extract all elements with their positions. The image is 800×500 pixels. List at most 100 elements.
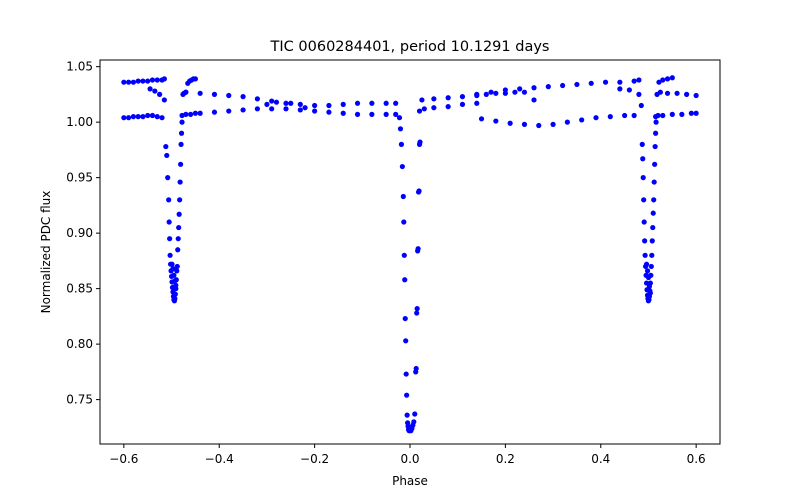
data-point (653, 119, 659, 125)
data-point (369, 111, 375, 117)
y-tick-label: 0.80 (66, 337, 93, 351)
data-point (176, 224, 182, 231)
data-point (644, 268, 651, 274)
data-point (512, 89, 518, 95)
data-point (664, 76, 671, 82)
data-point (183, 111, 189, 117)
x-axis: −0.6 −0.4 −0.2 0.0 0.2 0.4 0.6 (109, 444, 706, 466)
data-point (402, 315, 408, 322)
data-point (445, 95, 451, 101)
data-point (178, 141, 184, 147)
data-point (545, 84, 551, 90)
data-point (254, 106, 260, 112)
data-point (636, 77, 642, 83)
data-point (643, 261, 650, 267)
data-point (411, 419, 417, 425)
data-point (167, 252, 173, 258)
data-point (398, 141, 405, 147)
data-point (172, 296, 178, 302)
data-point (145, 112, 151, 119)
data-point (648, 263, 654, 270)
data-point (507, 120, 513, 126)
data-point (393, 100, 399, 106)
data-point (531, 85, 537, 91)
data-point (164, 152, 170, 159)
data-point (383, 100, 389, 106)
data-point (679, 111, 685, 117)
data-point (175, 236, 181, 242)
data-point (126, 115, 132, 121)
data-point (415, 246, 421, 252)
data-point (326, 102, 332, 109)
data-point (302, 105, 308, 111)
data-point (174, 263, 180, 270)
data-point (640, 156, 646, 162)
data-point (354, 111, 361, 117)
data-point (340, 101, 346, 107)
data-point (145, 78, 151, 84)
data-point (226, 108, 232, 114)
data-point (166, 219, 172, 225)
data-point (312, 102, 318, 109)
data-point (404, 412, 410, 418)
data-point (161, 97, 167, 103)
data-point (297, 107, 303, 113)
data-point (550, 121, 556, 127)
data-point (174, 268, 180, 274)
data-point (674, 90, 680, 96)
data-point (312, 108, 318, 114)
data-point (165, 175, 171, 181)
x-axis-label: Phase (392, 474, 428, 488)
data-point (403, 338, 409, 344)
data-point (173, 282, 179, 288)
data-point (401, 252, 407, 258)
data-point (183, 89, 189, 95)
data-point (175, 247, 181, 253)
chart-title: TIC 0060284401, period 10.1291 days (270, 39, 550, 55)
data-point (152, 88, 158, 94)
data-point (126, 79, 132, 85)
data-point (521, 89, 528, 95)
data-point (474, 100, 480, 106)
data-point (283, 100, 289, 106)
x-tick-label: 0.4 (591, 452, 610, 466)
data-point (401, 219, 407, 225)
data-point (413, 365, 419, 372)
x-tick-label: −0.4 (205, 452, 234, 466)
y-tick-label: 1.05 (66, 60, 93, 74)
data-point (493, 90, 499, 96)
data-point (169, 261, 175, 267)
data-point (645, 274, 652, 281)
data-point (622, 112, 628, 119)
data-point (393, 111, 399, 117)
data-point (171, 272, 177, 278)
data-point (445, 104, 451, 110)
data-point (197, 90, 203, 96)
data-point (326, 109, 332, 115)
data-point (154, 77, 160, 83)
data-point (273, 99, 280, 105)
data-point (147, 86, 153, 92)
data-point (240, 107, 246, 113)
y-tick-label: 0.75 (66, 393, 93, 407)
data-point (602, 79, 609, 85)
data-point (400, 193, 406, 200)
data-point (631, 78, 637, 84)
data-point (641, 219, 647, 225)
data-point (417, 139, 423, 145)
data-point (140, 78, 146, 84)
data-point (669, 111, 675, 117)
data-point (399, 163, 405, 170)
data-point (130, 79, 136, 85)
data-point (521, 121, 528, 127)
data-point (269, 106, 275, 112)
data-point (660, 112, 666, 119)
data-point (474, 92, 480, 99)
data-point (642, 238, 648, 244)
data-point (192, 110, 198, 116)
data-point (172, 291, 178, 297)
data-point (264, 101, 270, 107)
data-point (664, 90, 671, 96)
data-point (419, 97, 425, 103)
